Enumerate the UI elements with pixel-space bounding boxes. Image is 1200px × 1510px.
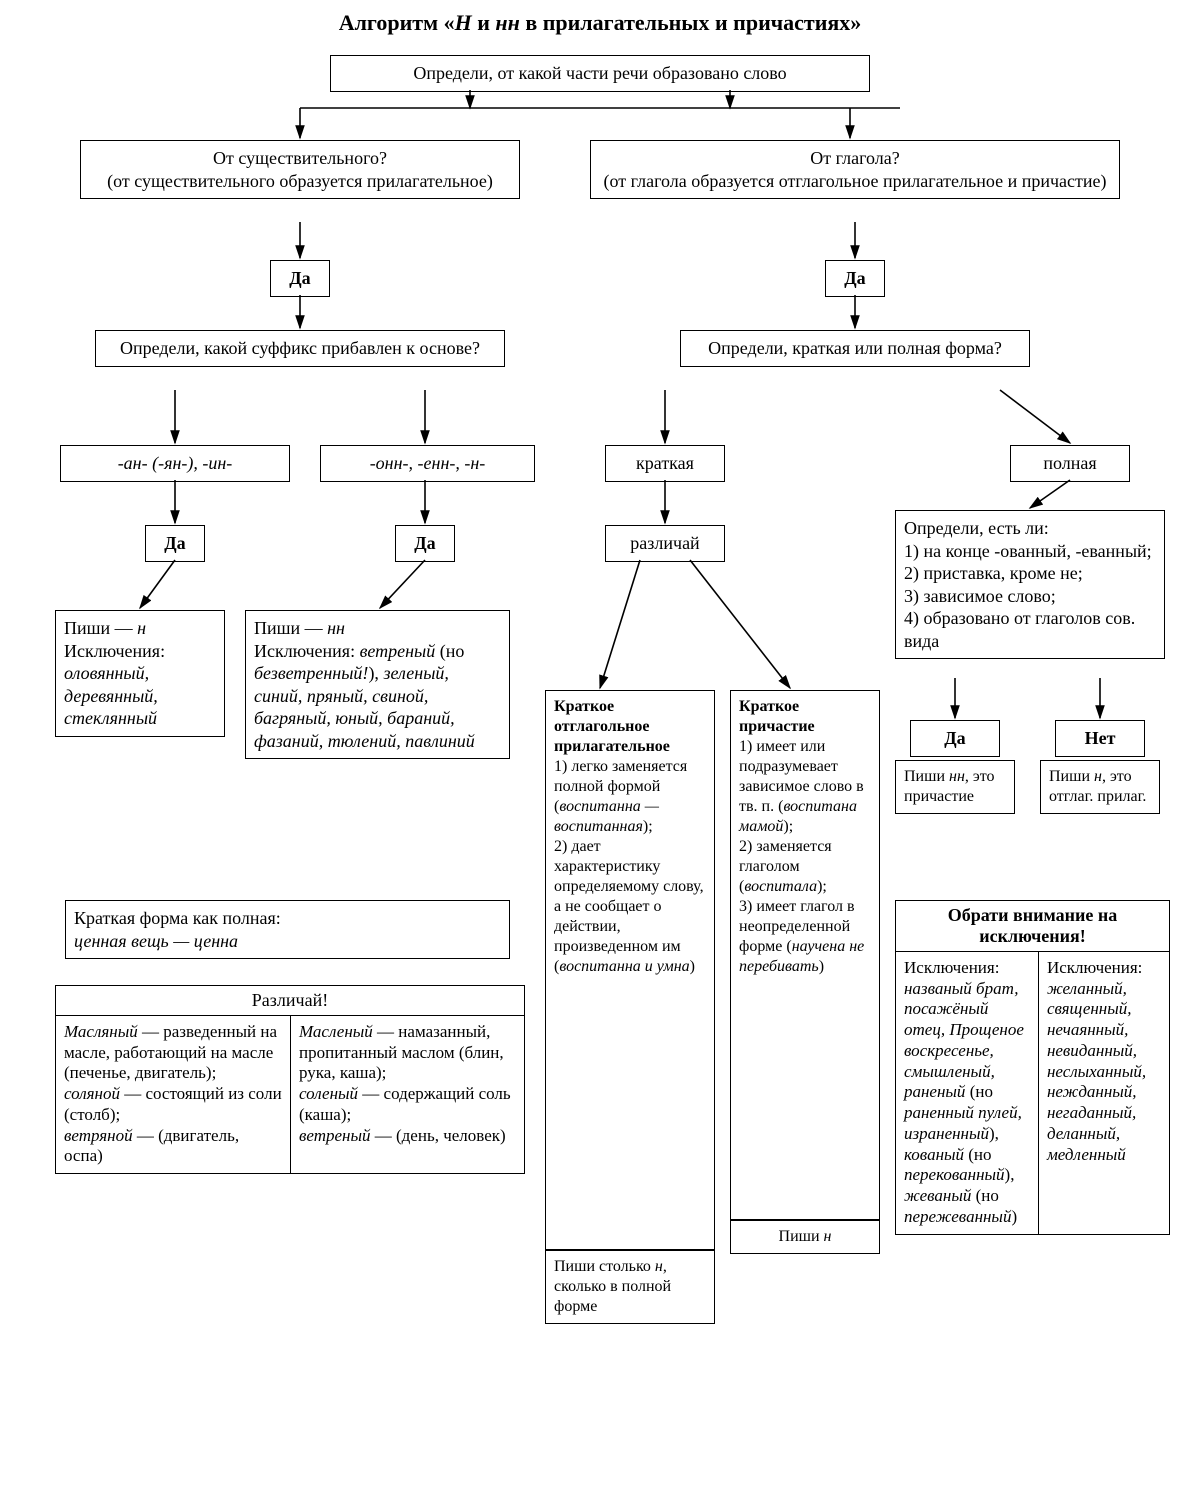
node-full-no-res: Пиши н, это отглаг. прилаг. (1040, 760, 1160, 814)
node-full-no: Нет (1055, 720, 1145, 757)
root-text: Определи, от какой части речи образовано… (413, 63, 786, 83)
which-suffix-text: Определи, какой суффикс прибавлен к осно… (120, 338, 480, 358)
node-short: краткая (605, 445, 725, 482)
title-H: Н (455, 10, 472, 35)
page: Алгоритм «Н и нн в прилагательных и прич… (0, 0, 1200, 1510)
yes-label-2: Да (844, 268, 865, 288)
yes-label-3: Да (164, 533, 185, 553)
suf-an-text: -ан- (-ян-), -ин- (118, 453, 233, 473)
table-exceptions: Обрати внимание на исключения! Исключени… (895, 900, 1170, 1235)
full-label: полная (1043, 453, 1096, 473)
node-short-part: Краткое причастие 1) имеет или подразуме… (730, 690, 880, 1220)
from-noun-text: От существительного? (от существительног… (107, 148, 493, 191)
node-suf-an-yes: Да (145, 525, 205, 562)
short-adj-title: Краткое отглагольное прилагательное (554, 697, 706, 757)
full-checks-text: Определи, есть ли: 1) на конце -ованный,… (904, 518, 1152, 651)
node-suf-an: -ан- (-ян-), -ин- (60, 445, 290, 482)
node-full-yes-res: Пиши нн, это причастие (895, 760, 1015, 814)
title-pre: Алгоритм « (339, 10, 455, 35)
exceptions-col-right: Исключения: желанный, священный, нечаянн… (1038, 952, 1169, 1234)
node-suf-onn-yes: Да (395, 525, 455, 562)
node-short-equals-full: Краткая форма как полная: ценная вещь — … (65, 900, 510, 959)
node-distinguish: различай (605, 525, 725, 562)
distinguish-col-left: Масляный — разведенный на масле, работаю… (56, 1016, 290, 1173)
short-label: краткая (636, 453, 694, 473)
node-which-suffix: Определи, какой суффикс прибавлен к осно… (95, 330, 505, 367)
yes-label-4: Да (414, 533, 435, 553)
distinguish-col-right: Масленый — намазанный, пропитанный масло… (290, 1016, 524, 1173)
node-from-noun: От существительного? (от существительног… (80, 140, 520, 199)
node-verb-yes: Да (825, 260, 885, 297)
node-full-yes: Да (910, 720, 1000, 757)
node-full: полная (1010, 445, 1130, 482)
node-root: Определи, от какой части речи образовано… (330, 55, 870, 92)
short-part-title: Краткое причастие (739, 697, 871, 737)
node-short-adj: Краткое отглагольное прилагательное 1) л… (545, 690, 715, 1250)
distinguish-header: Различай! (56, 986, 524, 1016)
node-short-adj-res: Пиши столько н, сколько в полной форме (545, 1250, 715, 1324)
node-suf-onn: -онн-, -енн-, -н- (320, 445, 535, 482)
which-form-text: Определи, краткая или полная форма? (708, 338, 1002, 358)
node-from-verb: От глагола? (от глагола образуется отгла… (590, 140, 1120, 199)
from-verb-text: От глагола? (от глагола образуется отгла… (604, 148, 1107, 191)
title-mid: и (472, 10, 496, 35)
node-full-checks: Определи, есть ли: 1) на конце -ованный,… (895, 510, 1165, 659)
node-write-n: Пиши — н Исключения: оловянный, деревянн… (55, 610, 225, 737)
distinguish-label: различай (630, 533, 699, 553)
yes-label-1: Да (289, 268, 310, 288)
title-post: в прилагательных и причастиях» (520, 10, 861, 35)
exceptions-header: Обрати внимание на исключения! (896, 901, 1169, 952)
node-short-part-res: Пиши н (730, 1220, 880, 1254)
suf-onn-text: -онн-, -енн-, -н- (370, 453, 486, 473)
table-distinguish: Различай! Масляный — разведенный на масл… (55, 985, 525, 1174)
title-nn: нн (495, 10, 519, 35)
page-title: Алгоритм «Н и нн в прилагательных и прич… (0, 10, 1200, 36)
yes-label-5: Да (944, 728, 965, 748)
node-noun-yes: Да (270, 260, 330, 297)
node-which-form: Определи, краткая или полная форма? (680, 330, 1030, 367)
exceptions-col-left: Исключения: названый брат, посажёный оте… (896, 952, 1038, 1234)
no-label-1: Нет (1085, 728, 1116, 748)
node-write-nn: Пиши — нн Исключения: ветреный (но безве… (245, 610, 510, 759)
